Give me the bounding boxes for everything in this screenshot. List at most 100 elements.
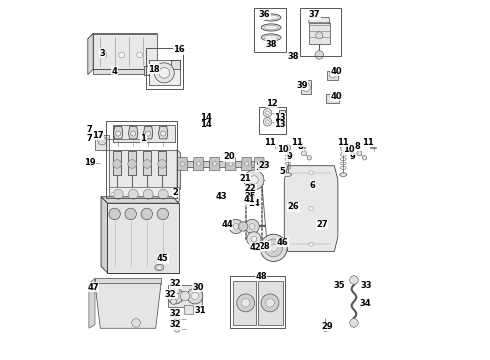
- Circle shape: [350, 319, 358, 327]
- Polygon shape: [326, 94, 339, 103]
- Text: 35: 35: [334, 281, 345, 290]
- Text: 44: 44: [221, 220, 233, 229]
- Circle shape: [187, 288, 203, 304]
- Text: 32: 32: [165, 290, 176, 299]
- Text: 25: 25: [245, 192, 256, 201]
- Circle shape: [285, 145, 291, 151]
- Polygon shape: [171, 60, 180, 69]
- Text: 21: 21: [239, 174, 251, 183]
- Circle shape: [159, 67, 170, 78]
- Circle shape: [251, 236, 257, 242]
- Circle shape: [180, 162, 185, 166]
- Text: 5: 5: [280, 167, 286, 176]
- Text: 41: 41: [244, 195, 255, 204]
- Polygon shape: [113, 125, 175, 143]
- Text: 30: 30: [193, 283, 204, 292]
- Circle shape: [286, 152, 290, 155]
- Circle shape: [213, 162, 217, 166]
- Bar: [146, 48, 183, 89]
- Polygon shape: [309, 23, 330, 44]
- Polygon shape: [225, 157, 236, 170]
- Polygon shape: [93, 33, 157, 69]
- Circle shape: [350, 276, 358, 284]
- Ellipse shape: [157, 266, 162, 269]
- Text: 17: 17: [92, 131, 104, 140]
- Circle shape: [229, 219, 243, 234]
- Polygon shape: [95, 135, 109, 150]
- Circle shape: [172, 293, 179, 300]
- Circle shape: [257, 162, 262, 166]
- Circle shape: [241, 222, 249, 231]
- Circle shape: [357, 151, 362, 156]
- Text: 40: 40: [330, 91, 342, 100]
- Circle shape: [131, 131, 136, 136]
- Circle shape: [174, 288, 180, 294]
- Circle shape: [245, 162, 249, 166]
- Circle shape: [158, 159, 167, 168]
- Text: 19: 19: [84, 158, 96, 167]
- Bar: [106, 121, 177, 198]
- Bar: [254, 8, 286, 53]
- Polygon shape: [177, 161, 267, 167]
- Text: 27: 27: [316, 220, 328, 229]
- Polygon shape: [242, 157, 252, 170]
- Circle shape: [309, 206, 313, 211]
- Circle shape: [116, 131, 121, 136]
- Text: 46: 46: [277, 238, 289, 247]
- Text: 11: 11: [264, 138, 276, 147]
- Polygon shape: [149, 60, 180, 85]
- Polygon shape: [301, 80, 311, 94]
- Text: 32: 32: [170, 320, 181, 329]
- Circle shape: [237, 294, 255, 312]
- Polygon shape: [144, 66, 149, 75]
- Text: 20: 20: [223, 152, 235, 161]
- Polygon shape: [143, 152, 151, 175]
- Circle shape: [174, 316, 180, 321]
- Circle shape: [242, 298, 250, 307]
- Polygon shape: [193, 157, 204, 170]
- Polygon shape: [254, 157, 265, 170]
- Text: 8: 8: [355, 141, 361, 150]
- Circle shape: [301, 151, 306, 156]
- Polygon shape: [258, 281, 283, 325]
- Text: 12: 12: [266, 99, 278, 108]
- Circle shape: [128, 159, 136, 168]
- Circle shape: [245, 219, 259, 234]
- Circle shape: [263, 117, 272, 126]
- Circle shape: [146, 131, 151, 136]
- Bar: [300, 8, 342, 56]
- Text: 23: 23: [259, 161, 270, 170]
- Circle shape: [249, 176, 258, 184]
- Circle shape: [244, 170, 264, 190]
- Text: 28: 28: [259, 242, 270, 251]
- Text: 37: 37: [309, 10, 320, 19]
- Text: 14: 14: [200, 113, 212, 122]
- Polygon shape: [279, 119, 285, 125]
- Circle shape: [309, 171, 313, 175]
- Polygon shape: [233, 281, 256, 325]
- Text: 14: 14: [200, 120, 212, 129]
- Text: 16: 16: [173, 45, 185, 54]
- Text: 10: 10: [277, 145, 288, 154]
- Polygon shape: [88, 33, 93, 75]
- Polygon shape: [279, 111, 285, 116]
- Circle shape: [260, 234, 287, 261]
- Polygon shape: [95, 284, 161, 328]
- Circle shape: [239, 222, 248, 231]
- Circle shape: [316, 32, 323, 39]
- Circle shape: [247, 232, 261, 246]
- Polygon shape: [144, 126, 153, 139]
- Polygon shape: [284, 166, 338, 251]
- Text: 1: 1: [140, 134, 146, 143]
- Circle shape: [270, 244, 277, 251]
- Text: 32: 32: [170, 310, 181, 319]
- Polygon shape: [158, 152, 167, 175]
- Ellipse shape: [264, 35, 278, 40]
- Circle shape: [132, 319, 140, 327]
- Circle shape: [173, 193, 177, 196]
- Ellipse shape: [340, 173, 347, 176]
- Circle shape: [307, 156, 312, 160]
- Circle shape: [98, 136, 106, 145]
- Text: 33: 33: [360, 281, 371, 290]
- Polygon shape: [101, 197, 107, 273]
